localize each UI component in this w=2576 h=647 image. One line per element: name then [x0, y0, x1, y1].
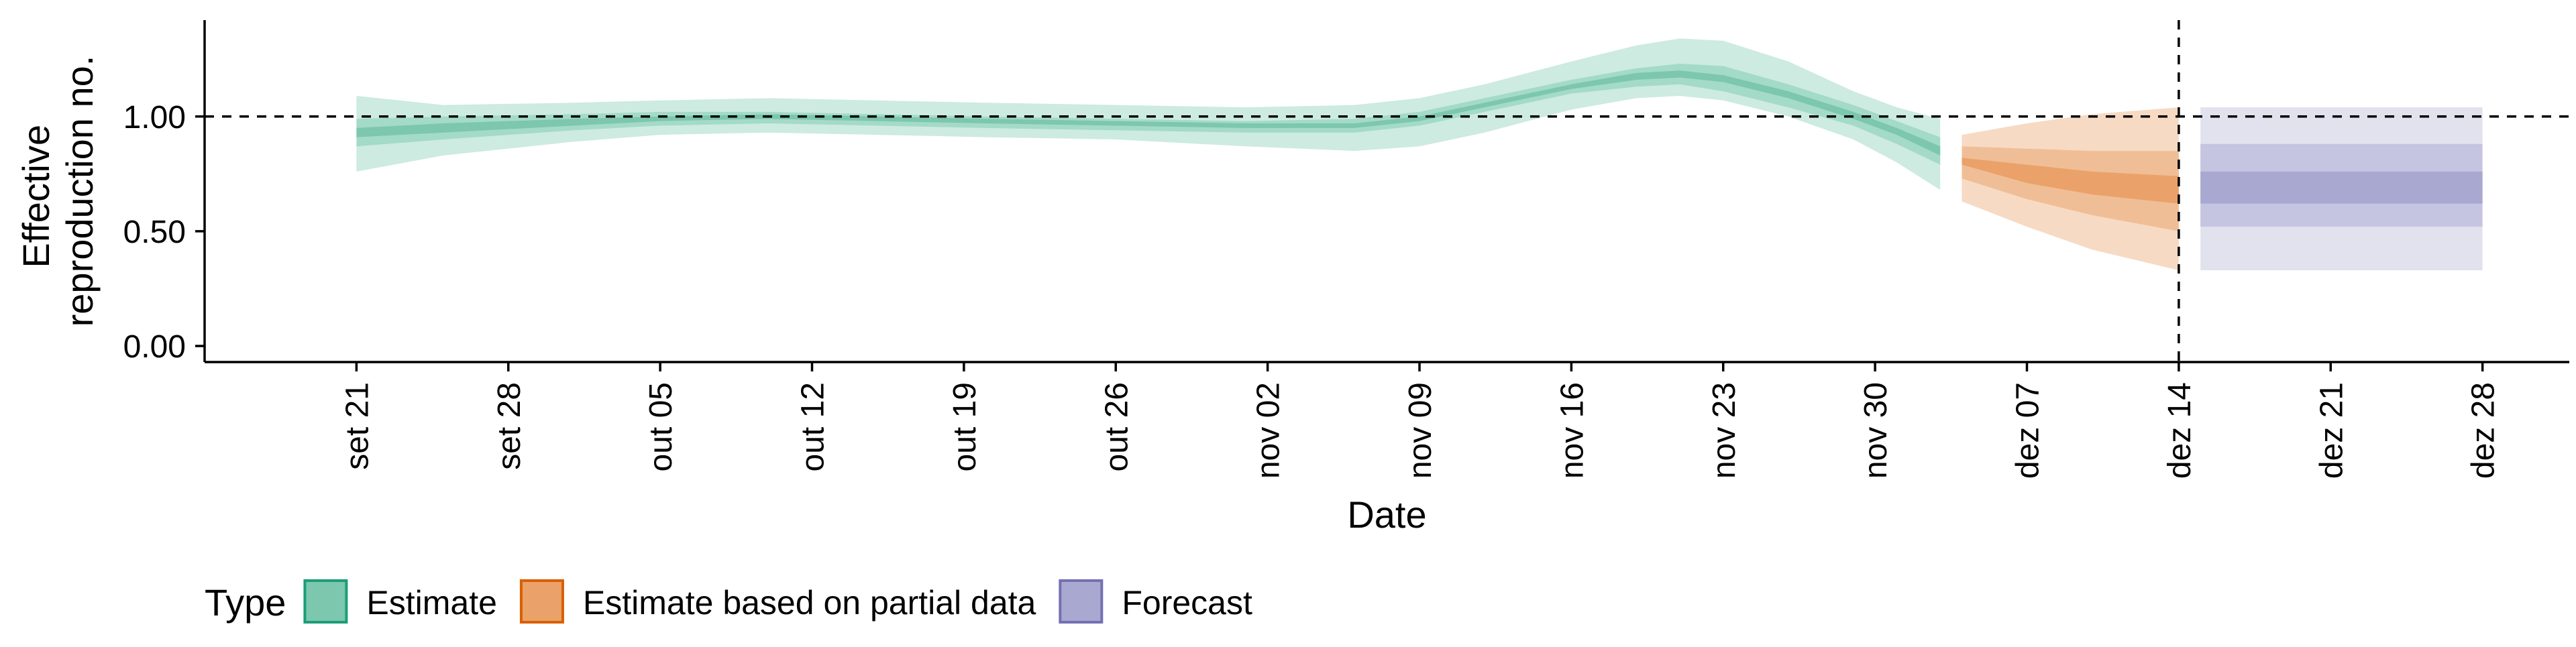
y-axis-title-line-2: reproduction no. — [58, 56, 101, 327]
estimate-ribbon-50 — [356, 64, 1941, 165]
x-tick-label: set 21 — [339, 382, 375, 470]
estimate-ribbon-90 — [356, 38, 1941, 190]
x-tick-label: set 28 — [492, 382, 527, 470]
reference-line-layer — [205, 20, 2569, 362]
y-axis-ticks: 0.00 0.50 1.00 — [123, 100, 205, 365]
axes: 0.00 0.50 1.00 set 21 set 28 out 05 out 12 out… — [123, 20, 2569, 479]
x-tick-label: nov 23 — [1707, 382, 1742, 479]
legend: Type Estimate Estimate based on partial d… — [205, 579, 1252, 624]
x-tick-label: nov 16 — [1554, 382, 1590, 479]
x-axis-ticks: set 21 set 28 out 05 out 12 out 19 out 26 nov … — [339, 362, 2502, 479]
estimate-based-on-partial-data-ribbon-20 — [1962, 158, 2179, 204]
legend-label-estimate: Estimate — [366, 584, 497, 622]
ribbon-layer — [356, 38, 2483, 271]
legend-label-estimate-based-on-partial-data: Estimate based on partial data — [583, 584, 1036, 622]
x-axis-title: Date — [1347, 493, 1426, 536]
x-tick-label: out 05 — [643, 382, 679, 471]
x-tick-label: dez 14 — [2162, 382, 2198, 479]
legend-swatch-estimate-based-on-partial-data — [519, 579, 564, 624]
y-tick-label: 0.00 — [123, 329, 186, 365]
forecast-ribbon-20 — [2200, 171, 2483, 204]
y-tick-label: 1.00 — [123, 100, 186, 135]
x-tick-label: dez 21 — [2314, 382, 2349, 479]
legend-swatch-estimate — [303, 579, 348, 624]
x-tick-label: nov 02 — [1251, 382, 1287, 479]
y-axis-title-line-1: Effective — [15, 125, 57, 268]
legend-title: Type — [205, 581, 286, 624]
x-tick-label: out 26 — [1099, 382, 1134, 471]
y-tick-label: 0.50 — [123, 215, 186, 250]
x-tick-label: out 12 — [796, 382, 831, 471]
legend-label-forecast: Forecast — [1122, 584, 1252, 622]
x-tick-label: nov 30 — [1858, 382, 1894, 479]
x-tick-label: out 19 — [947, 382, 983, 471]
x-tick-label: dez 28 — [2466, 382, 2502, 479]
estimate-ribbon-20 — [356, 70, 1941, 156]
y-axis-title: Effective reproduction no. — [15, 56, 101, 327]
x-tick-label: nov 09 — [1403, 382, 1438, 479]
x-tick-label: dez 07 — [2010, 382, 2046, 479]
legend-swatch-forecast — [1059, 579, 1104, 624]
